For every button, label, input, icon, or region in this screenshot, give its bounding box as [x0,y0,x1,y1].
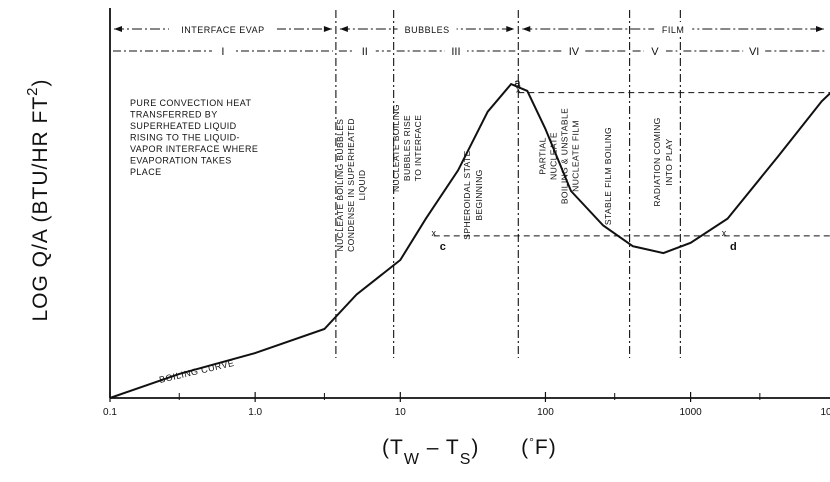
curve-label: BOILING CURVE [158,358,235,385]
regime-arrow-left [522,26,531,32]
y-axis-label-wrap: LOG Q/A (BTU/HR FT2) [6,40,76,360]
region-ii-note-line: LIQUID [357,170,367,201]
region-iv-note-line: NUCLEATE [549,132,559,180]
region-numeral: I [221,46,224,58]
region-i-note-line: TRANSFERRED BY [130,110,218,120]
x-axis-unit-f: F) [534,436,557,459]
region-numeral-bg [743,43,766,57]
region-iv-note-line: BOILING & UNSTABLE [560,108,570,204]
region-i-note-line: RISING TO THE LIQUID- [130,133,240,143]
regime-header-bg [654,22,693,35]
regime-arrow-right [506,26,515,32]
x-tick-label: 0.1 [103,407,117,418]
point-marker: x [431,228,436,238]
region-iii-top-note-line: NUCLEATE BOILING [391,104,401,192]
region-i-note-line: SUPERHEATED LIQUID [130,121,237,131]
region-i-note-line: PLACE [130,167,162,177]
region-iii-top-note-line: BUBBLES RISE [402,115,412,181]
x-tick-label: 1.0 [248,407,262,418]
region-i-note-line: EVAPORATION TAKES [130,156,232,166]
y-axis-label: LOG Q/A (BTU/HR FT2) [24,78,53,322]
x-tick-label: 100 [537,407,554,418]
region-iii-top-note-line: TO INTERFACE [413,115,423,182]
regime-arrow-left [114,26,122,32]
region-numeral: III [451,46,460,58]
point-marker: x [722,228,727,238]
region-ii-note-line: NUCLEATE BOILING BUBBLES [335,119,345,252]
region-numeral-bg [444,43,467,57]
point-label-d: d [730,241,737,253]
region-iii-mid-note-line: SPHEROIDAL STATE [462,150,472,239]
y-axis-label-close: ) [29,78,52,87]
region-i-note-line: PURE CONVECTION HEAT [130,98,251,108]
region-numeral-bg [643,43,666,57]
regime-header-label: INTERFACE EVAP [181,25,264,35]
region-iv-note-line: PARTIAL [538,137,548,174]
region-ii-note-line: CONDENSE IN SUPERHEATED [346,118,356,252]
regime-header-label: BUBBLES [405,25,450,35]
region-iv-note-line: NUCLEATE FILM [571,120,581,192]
regime-header-label: FILM [662,25,685,35]
x-tick-label: 1000 [679,407,702,418]
x-axis-label-dash: – T [419,436,460,459]
y-axis-label-exponent: 2 [24,86,41,96]
region-numeral-bg [562,43,585,57]
point-label-c: c [440,241,446,253]
regime-arrow-right [816,26,824,32]
x-tick-label: 10 [395,407,407,418]
region-vi-note-line: INTO PLAY [664,138,674,185]
region-i-note-line: VAPOR INTERFACE WHERE [130,144,258,154]
region-numeral-bg [211,43,234,57]
x-tick-label: 10,000 [820,407,830,418]
region-vi-note-line: RADIATION COMING [652,117,662,206]
y-axis-label-text: LOG Q/A (BTU/HR FT [29,95,52,322]
region-numeral: IV [569,46,580,58]
x-axis-label-open: (T [382,436,404,459]
regime-arrow-right [323,26,332,32]
region-numeral-bg [353,43,376,57]
region-numeral: VI [749,46,759,58]
x-axis-label-sub-s: S [459,451,472,468]
boiling-curve-line [109,82,830,399]
x-axis-label-close: ) [471,436,480,459]
regime-arrow-left [339,26,348,32]
x-axis-unit-open: ( [521,436,530,459]
region-numeral: V [651,46,659,58]
region-v-note-line: STABLE FILM BOILING [603,127,613,225]
x-axis-label-sub-w: W [403,451,420,468]
x-axis-label: (TW – TS) (°F) [382,435,557,468]
regime-header-bg [168,22,277,35]
x-axis-unit-degree: ° [529,435,535,449]
region-iii-mid-note-line: BEGINNING [474,169,484,220]
point-marker: x [516,85,521,95]
region-numeral: II [362,46,368,58]
point-label-a: a [514,78,521,90]
regime-header-bg [397,22,457,35]
